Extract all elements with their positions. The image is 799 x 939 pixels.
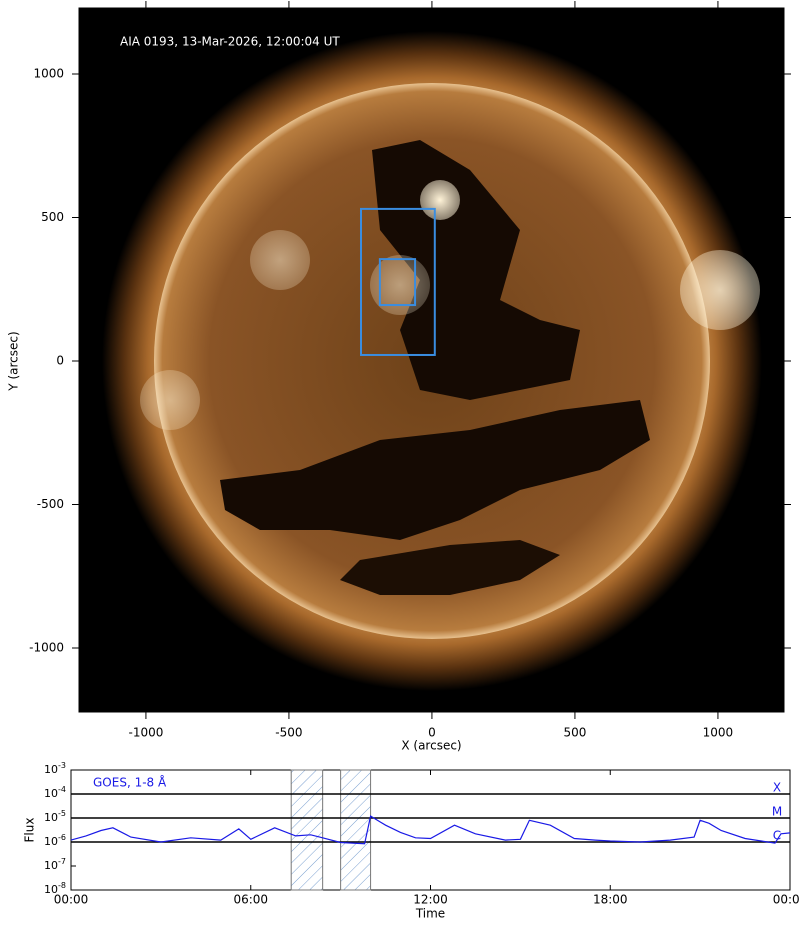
y-tick-base: 10: [44, 763, 58, 776]
y-tick-label: 1000: [33, 67, 64, 81]
x-tick-label: 18:00: [593, 893, 628, 907]
y-tick-base: 10: [44, 787, 58, 800]
annotation: AIA 0193, 13-Mar-2026, 12:00:04 UT: [120, 35, 340, 49]
y-tick-base: 10: [44, 859, 58, 872]
x-axis-label: Time: [415, 907, 445, 921]
x-tick-label: 00:00: [54, 893, 89, 907]
y-tick-base: 10: [44, 883, 58, 896]
x-tick-label: 500: [563, 726, 586, 740]
y-tick-label: 10-5: [44, 809, 66, 825]
y-tick-label: 10-8: [44, 881, 66, 897]
x-axis-label: X (arcsec): [401, 739, 461, 753]
y-tick-base: 10: [44, 811, 58, 824]
y-tick-exponent: -7: [58, 857, 66, 866]
x-tick-label: 00:00: [773, 893, 799, 907]
x-tick-label: -1000: [128, 726, 163, 740]
x-tick-label: 06:00: [233, 893, 268, 907]
class-level-label: X: [773, 781, 781, 795]
legend-label: GOES, 1-8 Å: [93, 775, 167, 790]
y-tick-exponent: -8: [58, 881, 66, 890]
y-tick-label: 0: [56, 354, 64, 368]
x-tick-label: 0: [428, 726, 436, 740]
shaded-interval: [290, 769, 324, 891]
x-tick-label: 12:00: [413, 893, 448, 907]
y-tick-label: -1000: [29, 641, 64, 655]
y-tick-label: -500: [37, 497, 64, 511]
y-tick-label: 10-6: [44, 833, 66, 849]
y-tick-label: 10-3: [44, 761, 66, 777]
sun-image: [79, 8, 784, 712]
plot-frame: [70, 769, 791, 891]
x-tick-label: 1000: [703, 726, 734, 740]
y-axis-label: Y (arcsec): [7, 331, 21, 391]
x-tick-label: -500: [275, 726, 302, 740]
y-tick-label: 10-7: [44, 857, 66, 873]
region-box: [360, 207, 436, 356]
class-level-label: M: [772, 805, 782, 819]
y-tick-label: 500: [41, 210, 64, 224]
region-box: [378, 258, 417, 307]
y-tick-base: 10: [44, 835, 58, 848]
y-tick-exponent: -3: [58, 761, 66, 770]
y-axis-label: Flux: [23, 818, 37, 843]
y-tick-exponent: -5: [58, 809, 66, 818]
shaded-interval: [340, 769, 372, 891]
class-level-label: C: [773, 829, 781, 843]
y-tick-exponent: -6: [58, 833, 66, 842]
y-tick-exponent: -4: [58, 785, 66, 794]
flux-line: [70, 815, 791, 845]
y-tick-label: 10-4: [44, 785, 66, 801]
